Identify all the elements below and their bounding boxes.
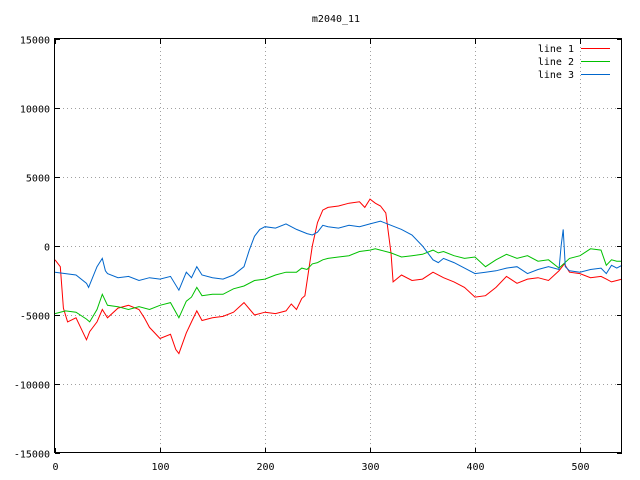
- x-tick-label: 500: [571, 462, 589, 473]
- tick-labels: 0 100 200 300 400 500 -15000 -10000 -5000 0 5000 10…: [14, 36, 590, 474]
- legend-label: line 2: [538, 57, 574, 68]
- y-tick-label: -10000: [14, 381, 50, 392]
- plot-frame: [54, 38, 622, 453]
- grid: [55, 39, 622, 453]
- x-tick-label: 0: [52, 462, 58, 473]
- x-tick-label: 400: [466, 462, 484, 473]
- legend: line 1 line 2 line 3: [538, 44, 610, 81]
- y-tick-label: 15000: [20, 36, 50, 47]
- y-tick-label: 10000: [20, 105, 50, 116]
- legend-label: line 1: [538, 44, 574, 55]
- x-tick-label: 200: [256, 462, 274, 473]
- series-line: [54, 248, 622, 323]
- x-tick-label: 100: [151, 462, 169, 473]
- series-line: [54, 198, 623, 355]
- series-line: [54, 220, 623, 292]
- y-tick-label: 5000: [26, 174, 50, 185]
- axis-ticks: [55, 39, 622, 454]
- y-tick-label: -15000: [14, 450, 50, 461]
- y-tick-label: 0: [44, 243, 50, 254]
- series-layer: [54, 198, 623, 355]
- y-tick-label: -5000: [20, 312, 50, 323]
- x-tick-label: 300: [361, 462, 379, 473]
- legend-label: line 3: [538, 70, 574, 81]
- chart-title: m2040_11: [312, 14, 360, 25]
